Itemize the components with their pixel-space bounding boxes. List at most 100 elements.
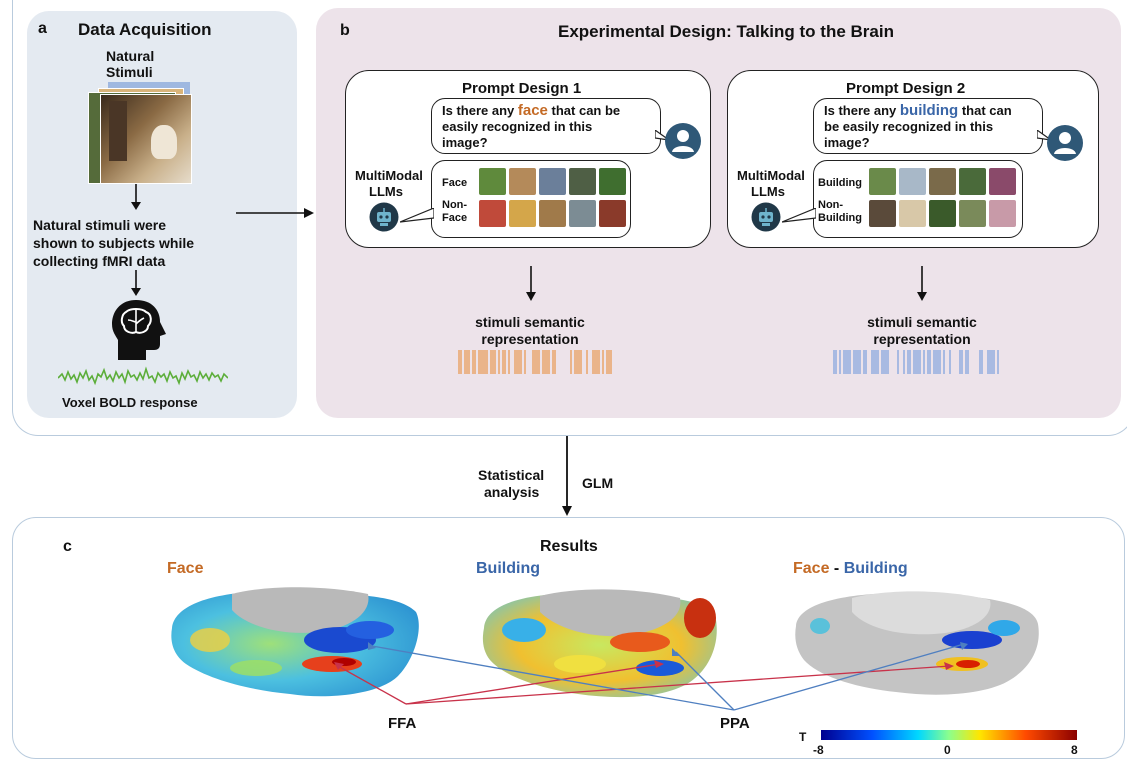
prompt-1-neg-line2: Face: [442, 212, 468, 224]
prompt-1-question: Is there any face that can be easily rec…: [442, 103, 620, 151]
arrow-b-to-c: [562, 436, 572, 516]
thumb: [989, 168, 1016, 195]
semantic-rep-label-1: stimuli semantic representation: [470, 314, 590, 348]
ffa-line: [405, 665, 951, 705]
analysis-line2: analysis: [484, 484, 540, 500]
bold-response-label: Voxel BOLD response: [62, 395, 198, 410]
building-brain-map: [482, 589, 717, 698]
prompt-1-keyword: face: [517, 102, 548, 119]
description-line-1: Natural stimuli were: [33, 217, 167, 233]
prompt-1-q-before: Is there any: [442, 103, 518, 118]
llm-label-1: MultiModal LLMs: [355, 168, 423, 200]
map-label-contrast: Face - Building: [793, 560, 908, 578]
arrow-a1: [131, 184, 141, 210]
t-colorbar: [821, 730, 1077, 740]
thumb: [899, 200, 926, 227]
thumb: [899, 168, 926, 195]
panel-c-title: Results: [540, 538, 598, 555]
prompt-1-q-line2: easily recognized in this: [442, 119, 593, 134]
panel-b-tag: b: [340, 22, 350, 39]
ppa-line: [371, 645, 735, 711]
prompt-2-question: Is there any building that can be easily…: [824, 103, 1012, 151]
panel-a-title: Data Acquisition: [78, 20, 212, 39]
thumb: [479, 168, 506, 195]
llm-label-2-line1: MultiModal: [737, 168, 805, 183]
prompt-1-neg-line1: Non-: [442, 199, 468, 211]
face-semantic-barcode: [458, 350, 612, 374]
thumb: [479, 200, 506, 227]
arrow-a-to-b: [236, 208, 314, 218]
stimuli-photo-stack: [80, 82, 192, 184]
thumb: [569, 200, 596, 227]
prompt-2-category-neg: Non- Building: [818, 199, 862, 225]
prompt-2-q-before: Is there any: [824, 103, 900, 118]
contrast-sep: -: [829, 560, 844, 577]
semantic-rep-1-line1: stimuli semantic: [475, 314, 585, 330]
prompt-1-category-pos: Face: [442, 177, 468, 189]
description-line-3: collecting fMRI data: [33, 253, 166, 269]
thumb: [989, 200, 1016, 227]
colorbar-tick-max: 8: [1071, 743, 1078, 757]
stimuli-label-2: Stimuli: [106, 64, 153, 80]
colorbar-tick-mid: 0: [944, 743, 951, 757]
colorbar-tick-min: -8: [813, 743, 824, 757]
prompt-2-question-bubble: [813, 98, 1043, 154]
roi-connectors: [337, 643, 965, 711]
roi-label-ppa: PPA: [720, 715, 750, 732]
panel-a: [27, 11, 297, 418]
thumb: [869, 200, 896, 227]
robot-icon: [751, 202, 781, 232]
ppa-line: [733, 643, 965, 711]
robot-icon: [369, 202, 399, 232]
llm-label-2: MultiModal LLMs: [737, 168, 805, 200]
thumb: [569, 168, 596, 195]
building-semantic-barcode: [833, 350, 999, 374]
thumb: [929, 168, 956, 195]
prompt-2-q-line3: image?: [824, 135, 870, 150]
user-icon: [665, 123, 701, 159]
llm-label-2-line2: LLMs: [751, 184, 785, 199]
bold-signal-trace: [58, 366, 228, 386]
panel-c-tag: c: [63, 538, 72, 555]
thumb: [599, 200, 626, 227]
thumb: [929, 200, 956, 227]
semantic-rep-2-line1: stimuli semantic: [867, 314, 977, 330]
contrast-brain-map: [795, 591, 1039, 695]
contrast-building: Building: [843, 560, 908, 577]
colorbar-label: T: [799, 730, 807, 744]
glm-label: GLM: [582, 475, 614, 491]
ffa-line: [405, 663, 661, 705]
contrast-face: Face: [793, 560, 830, 577]
llm-label-1-line1: MultiModal: [355, 168, 423, 183]
thumb: [869, 168, 896, 195]
thumb: [959, 200, 986, 227]
thumb: [509, 200, 536, 227]
description-line-2: shown to subjects while: [33, 235, 195, 251]
semantic-rep-2-line2: representation: [873, 331, 971, 347]
prompt-2-q-after: that can: [958, 103, 1012, 118]
arrow-b1: [526, 266, 536, 301]
panel-a-tag: a: [38, 20, 47, 37]
arrow-b2: [917, 266, 927, 301]
prompt-2-q-line2: be easily recognized in this: [824, 119, 994, 134]
panel-b-title: Experimental Design: Talking to the Brai…: [558, 22, 894, 41]
semantic-rep-label-2: stimuli semantic representation: [862, 314, 982, 348]
thumb: [539, 200, 566, 227]
statistical-analysis-label: Statistical analysis: [478, 467, 544, 501]
bubble-tail-4: [782, 208, 816, 223]
prompt-1-title: Prompt Design 1: [462, 80, 582, 97]
ppa-line: [675, 651, 735, 711]
prompt-1-question-bubble: [431, 98, 661, 154]
prompt-2-keyword: building: [899, 102, 959, 119]
face-brain-map: [171, 587, 419, 697]
prompt-2-neg-line2: Building: [818, 212, 862, 224]
roi-label-ffa: FFA: [388, 715, 417, 732]
bubble-tail-3: [1037, 130, 1051, 141]
stimuli-label-1: Natural: [106, 48, 155, 64]
thumb: [599, 168, 626, 195]
user-icon: [1047, 125, 1083, 161]
prompt-1-q-after: that can be: [547, 103, 621, 118]
bubble-tail-2: [400, 208, 434, 223]
top-frame: [12, 0, 1127, 436]
